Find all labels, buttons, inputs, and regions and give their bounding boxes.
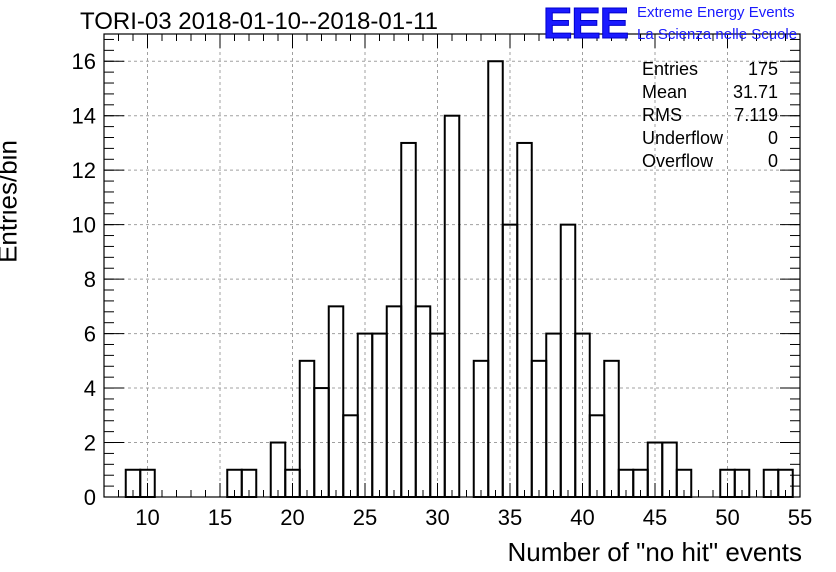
y-tick-label: 16 — [72, 49, 96, 74]
x-tick-label: 15 — [208, 505, 232, 530]
stats-value: 7.119 — [734, 105, 778, 125]
logo-line-1: Extreme Energy Events — [637, 4, 795, 21]
x-tick-label: 50 — [715, 505, 739, 530]
eee-logo: EEE — [542, 0, 629, 48]
stats-row-rms: RMS 7.119 — [640, 104, 778, 127]
x-tick-label: 55 — [788, 505, 812, 530]
stats-value: 0 — [767, 128, 778, 148]
x-axis-label: Number of "no hit" events — [507, 537, 803, 567]
stats-label: Underflow — [642, 128, 724, 148]
y-tick-label: 8 — [84, 267, 96, 292]
histogram-bar — [342, 414, 359, 499]
y-tick-label: 10 — [72, 213, 96, 238]
x-tick-label: 20 — [280, 505, 304, 530]
stats-label: RMS — [642, 105, 682, 125]
stats-row-overflow: Overflow 0 — [640, 150, 778, 173]
histogram-bar — [414, 305, 432, 498]
y-tick-label: 14 — [72, 104, 96, 129]
stats-label: Overflow — [642, 151, 714, 171]
stats-value: 175 — [747, 59, 778, 79]
y-tick-label: 0 — [84, 485, 96, 510]
y-axis-label: Entries/bin — [0, 140, 23, 263]
x-tick-label: 30 — [425, 505, 449, 530]
stats-box: Entries 175 Mean 31.71 RMS 7.119 Underfl… — [640, 58, 778, 173]
histogram-bar — [603, 359, 620, 498]
histogram-bar — [269, 441, 287, 499]
histogram-bar — [385, 305, 403, 498]
histogram-bar — [516, 141, 533, 499]
histogram-bar — [400, 141, 417, 499]
stats-label: Mean — [642, 82, 688, 102]
histogram-bar — [559, 223, 577, 498]
y-tick-label: 4 — [84, 376, 96, 401]
stats-value: 0 — [767, 151, 778, 171]
histogram-bar — [371, 332, 388, 498]
histogram-bar — [327, 305, 345, 498]
x-tick-label: 40 — [570, 505, 594, 530]
y-tick-label: 2 — [84, 431, 96, 456]
histogram-bar — [545, 332, 562, 498]
stats-row-underflow: Underflow 0 — [640, 127, 778, 150]
histogram-bar — [443, 114, 461, 499]
x-tick-label: 45 — [643, 505, 667, 530]
logo-line-2: La Scienza nelle Scuole — [637, 26, 798, 43]
stats-label: Entries — [642, 59, 699, 79]
histogram-bar — [530, 359, 548, 498]
histogram-bar — [298, 359, 316, 498]
stats-row-mean: Mean 31.71 — [640, 81, 778, 104]
histogram-bar — [588, 414, 606, 499]
stats-row-entries: Entries 175 — [640, 58, 778, 81]
chart-title: TORI-03 2018-01-10--2018-01-11 — [80, 8, 438, 35]
x-tick-label: 10 — [135, 505, 159, 530]
x-tick-label: 25 — [353, 505, 377, 530]
histogram-bar — [472, 359, 490, 498]
y-tick-label: 6 — [84, 322, 96, 347]
x-tick-label: 35 — [498, 505, 522, 530]
histogram-bar — [661, 441, 678, 499]
y-tick-label: 12 — [72, 158, 96, 183]
stats-value: 31.71 — [732, 82, 778, 102]
